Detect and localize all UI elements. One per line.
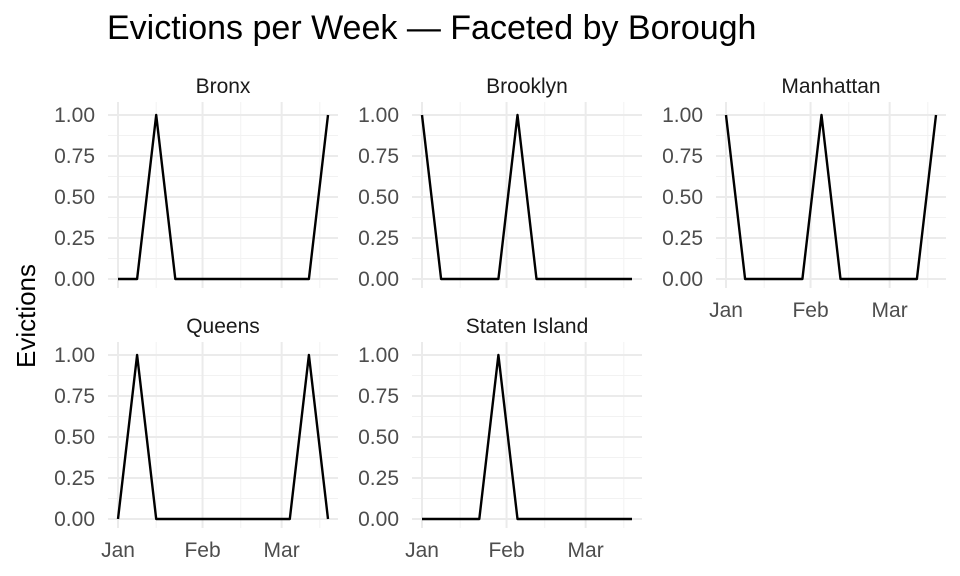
- y-tick-label: 0.25: [54, 467, 95, 490]
- y-tick-label: 0.75: [358, 385, 399, 408]
- y-tick-label: 0.00: [54, 508, 95, 531]
- chart-title: Evictions per Week — Faceted by Borough: [107, 9, 756, 47]
- facet-staten-island: Staten Island 0.00 0.25 0.50 0.75 1.00 Jan Feb M…: [358, 315, 642, 562]
- facet-strip-label: Staten Island: [466, 315, 589, 338]
- y-tick-label: 0.25: [662, 227, 703, 250]
- x-tick-label: Feb: [184, 539, 220, 562]
- y-tick-label: 0.25: [54, 227, 95, 250]
- facet-brooklyn: Brooklyn 0.00 0.25 0.50 0.75 1.00: [358, 75, 642, 291]
- y-tick-label: 0.00: [662, 268, 703, 291]
- y-tick-label: 0.75: [54, 145, 95, 168]
- x-tick-label: Jan: [709, 299, 743, 322]
- y-tick-label: 0.75: [358, 145, 399, 168]
- y-tick-label: 0.50: [54, 186, 95, 209]
- y-tick-label: 0.50: [662, 186, 703, 209]
- y-axis-label: Evictions: [11, 264, 41, 368]
- y-tick-label: 0.75: [662, 145, 703, 168]
- x-tick-label: Mar: [568, 539, 604, 562]
- y-tick-label: 1.00: [54, 344, 95, 367]
- series-line-brooklyn: [420, 113, 632, 281]
- x-tick-label: Feb: [792, 299, 828, 322]
- facet-bronx: Bronx 0.00 0.25 0.50 0.75 1.00: [54, 75, 338, 291]
- y-tick-label: 0.75: [54, 385, 95, 408]
- x-tick-label: Mar: [872, 299, 908, 322]
- y-tick-label: 0.25: [358, 227, 399, 250]
- y-tick-label: 1.00: [358, 104, 399, 127]
- y-tick-label: 0.50: [54, 426, 95, 449]
- x-tick-label: Feb: [488, 539, 524, 562]
- facet-queens: Queens 0.00 0.25 0.50 0.75 1.00 Jan Feb Mar: [54, 315, 338, 562]
- y-tick-label: 1.00: [662, 104, 703, 127]
- y-tick-label: 1.00: [358, 344, 399, 367]
- y-tick-label: 1.00: [54, 104, 95, 127]
- x-tick-label: Jan: [405, 539, 439, 562]
- y-tick-label: 0.50: [358, 186, 399, 209]
- x-tick-label: Jan: [101, 539, 135, 562]
- facet-panels: Bronx 0.00 0.25 0.50 0.75 1.00 Brooklyn 0.00 0.2…: [54, 75, 946, 562]
- facet-strip-label: Bronx: [196, 75, 251, 98]
- y-tick-label: 0.50: [358, 426, 399, 449]
- facet-strip-label: Brooklyn: [486, 75, 568, 98]
- y-tick-label: 0.00: [358, 508, 399, 531]
- x-tick-label: Mar: [264, 539, 300, 562]
- y-tick-label: 0.00: [358, 268, 399, 291]
- y-tick-label: 0.25: [358, 467, 399, 490]
- facet-strip-label: Queens: [186, 315, 260, 338]
- series-line-bronx: [118, 113, 330, 281]
- y-tick-label: 0.00: [54, 268, 95, 291]
- facet-manhattan: Manhattan 0.00 0.25 0.50 0.75 1.00 Jan Feb Mar: [662, 75, 946, 322]
- facet-strip-label: Manhattan: [781, 75, 880, 98]
- series-line-queens: [116, 353, 330, 521]
- series-line-staten-island: [422, 353, 632, 521]
- series-line-manhattan: [724, 113, 938, 281]
